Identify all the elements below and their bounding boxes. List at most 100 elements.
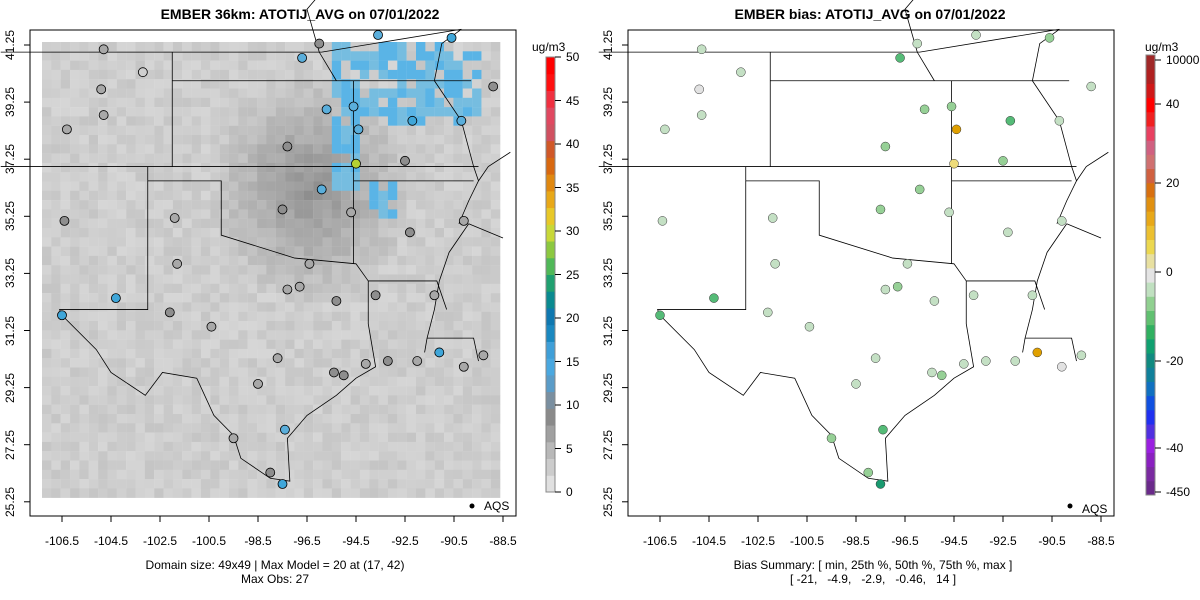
station-marker-obs[interactable] — [111, 293, 121, 304]
station-marker-bias[interactable] — [696, 110, 707, 120]
station-marker-bias[interactable] — [875, 204, 886, 215]
station-marker-bias[interactable] — [770, 259, 780, 269]
station-marker-obs[interactable] — [360, 358, 371, 369]
station-marker-bias[interactable] — [981, 356, 991, 366]
station-marker-obs[interactable] — [206, 321, 217, 332]
station-marker-bias[interactable] — [951, 124, 962, 135]
station-marker-bias[interactable] — [880, 141, 891, 152]
station-marker-obs[interactable] — [458, 215, 469, 226]
station-marker-bias[interactable] — [1027, 290, 1038, 300]
station-marker-obs[interactable] — [456, 115, 467, 126]
station-marker-bias[interactable] — [1057, 362, 1067, 372]
station-marker-obs[interactable] — [331, 296, 342, 306]
station-marker-bias[interactable] — [1076, 350, 1087, 361]
station-marker-bias[interactable] — [657, 216, 668, 226]
station-marker-obs[interactable] — [478, 350, 489, 361]
station-marker-bias[interactable] — [804, 321, 815, 332]
station-marker-obs[interactable] — [277, 479, 288, 489]
station-marker-bias[interactable] — [826, 433, 837, 443]
station-marker-obs[interactable] — [137, 67, 148, 78]
station-marker-bias[interactable] — [968, 290, 979, 300]
station-marker-bias[interactable] — [878, 424, 888, 435]
station-marker-bias[interactable] — [949, 158, 959, 169]
station-marker-obs[interactable] — [62, 124, 72, 135]
station-marker-obs[interactable] — [407, 115, 418, 126]
station-marker-obs[interactable] — [98, 110, 109, 120]
station-marker-bias[interactable] — [892, 281, 903, 292]
station-marker-obs[interactable] — [412, 356, 423, 366]
station-marker-bias[interactable] — [902, 259, 913, 269]
station-marker-bias[interactable] — [1086, 81, 1096, 92]
station-marker-bias[interactable] — [763, 307, 773, 318]
station-marker-obs[interactable] — [429, 290, 440, 301]
station-marker-obs[interactable] — [282, 284, 293, 295]
station-marker-obs[interactable] — [351, 158, 361, 169]
station-marker-bias[interactable] — [660, 124, 670, 135]
station-marker-bias[interactable] — [1003, 227, 1013, 238]
station-marker-obs[interactable] — [458, 361, 469, 372]
station-marker-bias[interactable] — [1057, 216, 1067, 226]
station-marker-bias[interactable] — [851, 379, 861, 389]
station-marker-obs[interactable] — [329, 367, 339, 378]
station-marker-obs[interactable] — [228, 433, 239, 444]
station-marker-bias[interactable] — [655, 310, 665, 321]
station-marker-obs[interactable] — [348, 101, 359, 112]
station-marker-obs[interactable] — [353, 124, 364, 135]
station-marker-obs[interactable] — [294, 281, 305, 292]
station-marker-bias[interactable] — [1032, 347, 1043, 358]
station-marker-obs[interactable] — [57, 310, 67, 321]
station-marker-obs[interactable] — [169, 213, 180, 223]
station-marker-bias[interactable] — [946, 101, 957, 112]
station-marker-obs[interactable] — [321, 104, 332, 115]
station-marker-bias[interactable] — [895, 53, 905, 63]
station-marker-bias[interactable] — [1054, 116, 1065, 126]
station-marker-bias[interactable] — [1010, 356, 1020, 366]
station-marker-bias[interactable] — [709, 293, 719, 303]
station-marker-obs[interactable] — [282, 141, 293, 152]
station-marker-bias[interactable] — [696, 44, 707, 55]
station-marker-bias[interactable] — [927, 367, 937, 378]
station-marker-obs[interactable] — [488, 81, 499, 92]
station-marker-bias[interactable] — [998, 156, 1008, 166]
station-marker-obs[interactable] — [382, 356, 393, 366]
station-marker-bias[interactable] — [1044, 33, 1055, 43]
station-marker-obs[interactable] — [98, 44, 109, 55]
station-marker-obs[interactable] — [370, 290, 381, 301]
station-marker-obs[interactable] — [304, 258, 315, 269]
station-marker-obs[interactable] — [277, 204, 288, 215]
station-marker-bias[interactable] — [694, 84, 704, 95]
station-marker-bias[interactable] — [914, 184, 925, 195]
station-marker-bias[interactable] — [880, 284, 891, 295]
station-marker-obs[interactable] — [59, 215, 70, 226]
station-marker-bias[interactable] — [929, 296, 940, 306]
station-marker-obs[interactable] — [338, 370, 349, 381]
station-marker-obs[interactable] — [400, 155, 410, 166]
station-marker-obs[interactable] — [434, 347, 445, 358]
station-marker-obs[interactable] — [172, 258, 183, 269]
station-marker-bias[interactable] — [1005, 116, 1016, 126]
station-marker-obs[interactable] — [316, 184, 327, 195]
station-marker-obs[interactable] — [280, 424, 290, 435]
station-marker-obs[interactable] — [96, 84, 107, 95]
station-marker-bias[interactable] — [971, 30, 981, 40]
station-marker-obs[interactable] — [253, 379, 263, 389]
station-marker-bias[interactable] — [937, 370, 947, 381]
station-marker-obs[interactable] — [404, 227, 415, 238]
station-marker-bias[interactable] — [912, 38, 922, 49]
station-marker-bias[interactable] — [919, 104, 930, 115]
station-marker-bias[interactable] — [870, 353, 881, 363]
station-marker-bias[interactable] — [767, 213, 778, 223]
station-marker-obs[interactable] — [314, 38, 325, 49]
station-marker-obs[interactable] — [272, 353, 283, 364]
station-marker-obs[interactable] — [346, 207, 357, 218]
station-marker-bias[interactable] — [944, 207, 954, 218]
station-marker-bias[interactable] — [959, 359, 969, 369]
station-marker-obs[interactable] — [265, 467, 276, 478]
station-marker-bias[interactable] — [863, 467, 873, 478]
station-marker-obs[interactable] — [373, 30, 383, 40]
station-marker-bias[interactable] — [875, 479, 886, 489]
station-marker-obs[interactable] — [297, 52, 308, 63]
station-marker-obs[interactable] — [446, 32, 457, 43]
station-marker-bias[interactable] — [736, 67, 746, 77]
station-marker-obs[interactable] — [164, 307, 175, 318]
